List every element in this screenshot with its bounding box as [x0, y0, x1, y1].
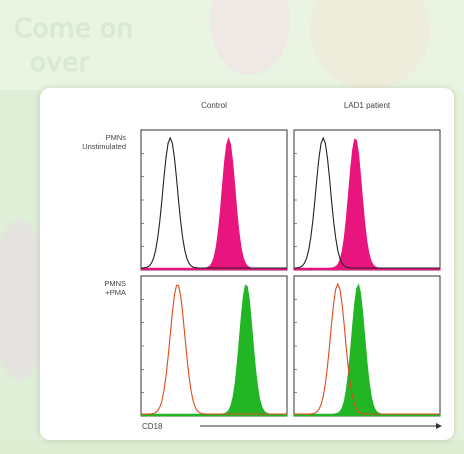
histogram-panel: [140, 275, 288, 417]
column-header: LAD1 patient: [344, 101, 391, 110]
x-axis-arrowhead: [436, 423, 442, 429]
panel-frame: [140, 275, 288, 417]
histogram-panel: [140, 129, 288, 271]
outline-histogram: [141, 284, 287, 415]
panel-frame: [140, 129, 288, 271]
outline-histogram: [294, 282, 440, 415]
figure-card: Control LAD1 patient PMNs Unstimulated PMNS…: [40, 88, 454, 440]
histogram-panel: [293, 275, 441, 417]
outline-histogram: [140, 136, 287, 269]
column-header: Control: [201, 101, 227, 110]
background-text-line2: over: [30, 48, 90, 78]
row-label: PMNs Unstimulated: [82, 133, 126, 151]
x-axis-label: CD18: [142, 422, 163, 431]
row-label: PMNS +PMA: [104, 279, 126, 297]
histogram-figure: Control LAD1 patient PMNs Unstimulated PMNS…: [82, 101, 442, 431]
histogram-panel: [293, 129, 441, 271]
outline-histogram: [293, 136, 440, 269]
background-text-line1: Come on: [14, 14, 134, 44]
